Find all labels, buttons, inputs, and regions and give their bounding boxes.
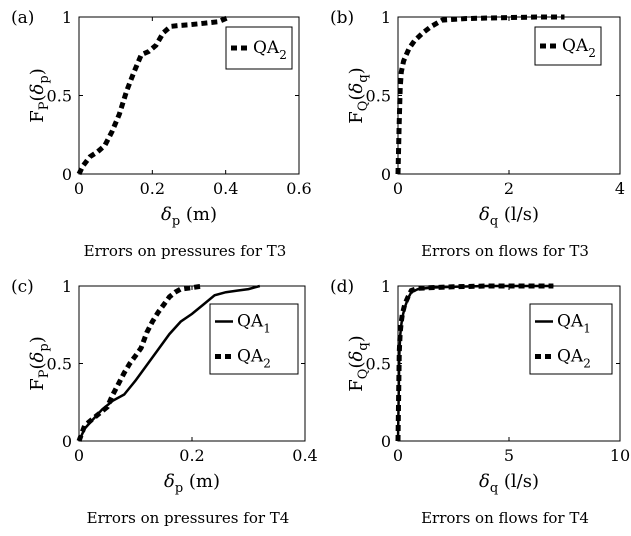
series-line-qa2	[395, 283, 554, 442]
legend-box	[209, 303, 299, 375]
panel-label: (c)	[11, 277, 34, 297]
series-line-qa1	[77, 284, 261, 442]
legend-box	[529, 303, 613, 375]
panel-caption: Errors on pressures for T3	[84, 242, 287, 260]
x-tick-label: 0	[393, 179, 403, 198]
panel-a: 0 0.2 0.4 0.6 0 0.5 1 QA2 (a) FP(δp) δp (m) Errors …	[11, 8, 312, 260]
panel-label: (b)	[330, 8, 354, 28]
panel-caption: Errors on flows for T4	[421, 509, 589, 527]
panel-caption: Errors on pressures for T4	[87, 509, 290, 527]
y-tick-label: 0.5	[47, 355, 72, 374]
x-axis-label: δq (l/s)	[479, 471, 539, 496]
panel-label: (a)	[11, 8, 34, 28]
x-tick-label: 5	[504, 446, 514, 465]
x-tick-label: 10	[610, 446, 630, 465]
x-tick-label: 0	[74, 179, 84, 198]
legend-label-qa2: QA2	[237, 347, 271, 371]
x-tick-label: 0.2	[179, 446, 204, 465]
y-tick-label: 0	[381, 165, 391, 184]
x-tick-label: 2	[504, 179, 514, 198]
x-tick-label: 0	[74, 446, 84, 465]
series-line-qa2	[76, 14, 231, 176]
y-tick-label: 1	[62, 8, 72, 27]
y-tick-label: 0.5	[47, 87, 72, 106]
x-tick-label: 0.4	[292, 446, 317, 465]
legend-label-qa1: QA1	[237, 312, 271, 336]
y-axis-label: FP(δp)	[27, 336, 52, 390]
x-tick-label: 0.4	[213, 179, 238, 198]
y-tick-label: 1	[381, 277, 391, 296]
y-tick-label: 0	[381, 432, 391, 451]
y-tick-label: 0	[62, 165, 72, 184]
panel-label: (d)	[330, 277, 354, 297]
legend: QA2	[534, 26, 602, 66]
x-tick-label: 0.2	[140, 179, 165, 198]
series-line-qa2	[76, 283, 204, 442]
x-tick-label: 0.6	[286, 179, 311, 198]
y-axis-label: FP(δp)	[27, 68, 52, 122]
legend: QA2	[225, 26, 293, 70]
x-tick-label: 0	[393, 446, 403, 465]
y-axis-label: FQ(δq)	[346, 335, 371, 391]
legend-label-qa2: QA2	[557, 347, 591, 371]
legend-label-qa1: QA1	[557, 312, 591, 336]
legend-label-qa2: QA2	[562, 36, 596, 60]
y-tick-label: 0	[62, 432, 72, 451]
y-tick-label: 0.5	[366, 87, 391, 106]
y-tick-label: 1	[62, 277, 72, 296]
x-axis-label: δp (m)	[164, 471, 220, 496]
legend-label-qa2: QA2	[253, 38, 287, 62]
y-tick-label: 0.5	[366, 355, 391, 374]
panel-caption: Errors on flows for T3	[421, 242, 589, 260]
y-axis-label: FQ(δq)	[346, 67, 371, 123]
x-axis-label: δp (m)	[161, 204, 217, 229]
x-axis-label: δq (l/s)	[479, 204, 539, 229]
panel-b: 0 2 4 0 0.5 1 QA2 (b) FQ(δq) δq (l/s) Errors on fl…	[330, 8, 625, 260]
y-tick-label: 1	[381, 8, 391, 27]
x-tick-label: 4	[615, 179, 625, 198]
series-line-qa2	[395, 14, 565, 175]
